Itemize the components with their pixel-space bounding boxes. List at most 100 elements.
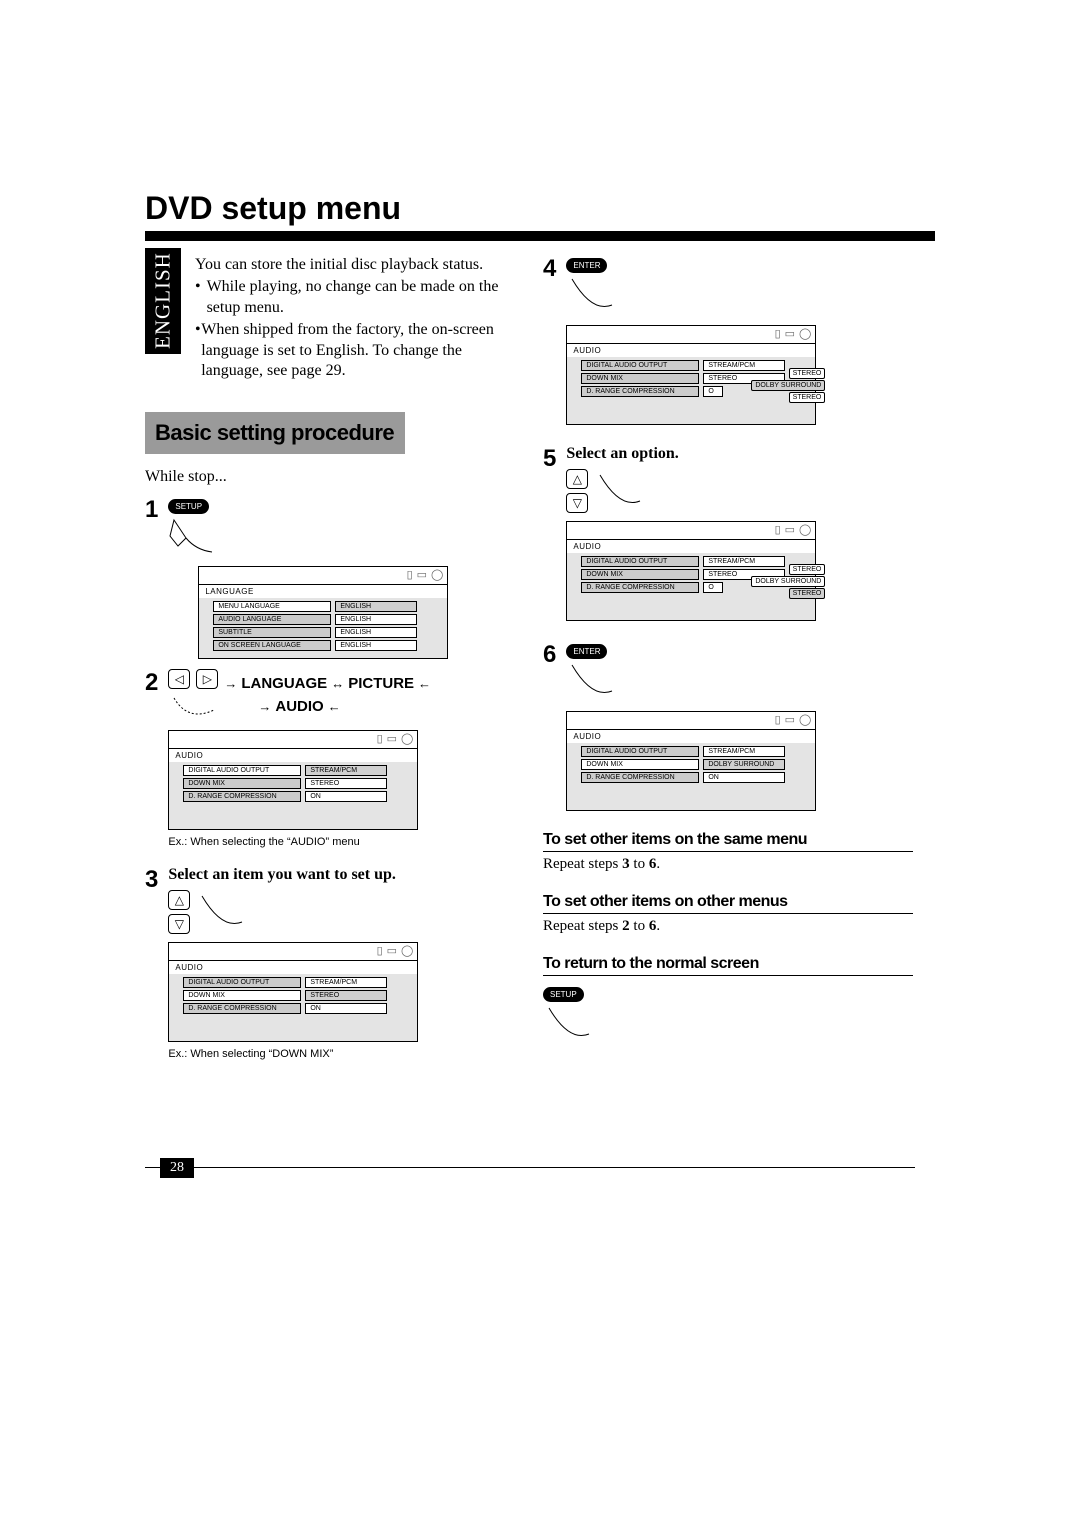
monitor-icon: ▭ [785,523,795,536]
osd-audio: ▯▭◯ AUDIO DIGITAL AUDIO OUTPUTSTREAM/PCM… [566,711,816,811]
popup-option: STEREO [789,588,826,599]
osd-label: D. RANGE COMPRESSION [581,772,699,783]
speaker-icon: ▯ [377,944,383,957]
osd-topbar: ▯▭◯ [169,731,417,749]
step-number: 1 [145,496,158,659]
osd-row: DOWN MIXDOLBY SURROUND [581,759,810,770]
setup-button[interactable]: SETUP [543,987,584,1002]
while-stop: While stop... [145,468,515,486]
osd-row: D. RANGE COMPRESSIONON [183,791,412,802]
hand-icon [566,275,913,319]
osd-row: DIGITAL AUDIO OUTPUTSTREAM/PCM [581,556,810,567]
step3-caption: Ex.: When selecting “DOWN MIX” [168,1048,515,1060]
osd-label: MENU LANGUAGE [213,601,331,612]
updown-keys: △ ▽ [566,469,588,515]
osd-value: STREAM/PCM [305,765,387,776]
osd-title: AUDIO [169,961,417,974]
osd-value: ON [305,791,387,802]
osd-audio: ▯▭◯ AUDIO DIGITAL AUDIO OUTPUTSTREAM/PCM… [566,521,816,621]
page-title: DVD setup menu [145,190,935,227]
up-key[interactable]: △ [566,469,588,489]
osd-audio: ▯▭◯ AUDIO DIGITAL AUDIO OUTPUTSTREAM/PCM… [566,325,816,425]
osd-row: DIGITAL AUDIO OUTPUTSTREAM/PCM [581,746,810,757]
disc-icon: ◯ [401,732,413,745]
step-2: 2 ◁ ▷ → LANGUAGE ↔ PICTURE ← → [145,669,515,848]
intro-bullet: • While playing, no change can be made o… [195,277,515,318]
hand-icon [543,1004,913,1048]
osd-label: DOWN MIX [581,569,699,580]
enter-button[interactable]: ENTER [566,644,607,659]
intro-block: You can store the initial disc playback … [195,255,515,382]
osd-value: STREAM/PCM [703,556,785,567]
step-1: 1 SETUP ▯▭◯ LANGUAGE MENU LANGUAGEENGLIS… [145,496,515,659]
osd-value: STEREO [305,778,387,789]
down-key[interactable]: ▽ [566,493,588,513]
speaker-icon: ▯ [407,568,413,581]
txt: . [656,856,660,872]
osd-label: D. RANGE COMPRESSION [183,1003,301,1014]
subhead-same-menu: To set other items on the same menu [543,831,913,852]
osd-label: DIGITAL AUDIO OUTPUT [581,746,699,757]
osd-row: DOWN MIXSTEREO [183,990,412,1001]
monitor-icon: ▭ [387,732,397,745]
enter-button[interactable]: ENTER [566,258,607,273]
osd-row: DIGITAL AUDIO OUTPUTSTREAM/PCM [581,360,810,371]
osd-rows: DIGITAL AUDIO OUTPUTSTREAM/PCM DOWN MIXS… [169,762,417,809]
left-key[interactable]: ◁ [168,669,190,689]
up-key[interactable]: △ [168,890,190,910]
disc-icon: ◯ [799,713,811,726]
right-key[interactable]: ▷ [196,669,218,689]
osd-title: AUDIO [169,749,417,762]
left-column: You can store the initial disc playback … [145,255,515,1060]
osd-row: DIGITAL AUDIO OUTPUTSTREAM/PCM [183,977,412,988]
osd-label: DIGITAL AUDIO OUTPUT [183,977,301,988]
nav-picture: PICTURE [348,675,414,692]
osd-pad [169,809,417,829]
osd-label: DIGITAL AUDIO OUTPUT [183,765,301,776]
osd-title: AUDIO [567,540,815,553]
osd-topbar: ▯▭◯ [169,943,417,961]
osd-pad [567,600,815,620]
osd-topbar: ▯▭◯ [567,522,815,540]
osd-label: SUBTITLE [213,627,331,638]
body-same-menu: Repeat steps 3 to 6. [543,856,913,873]
section-heading: Basic setting procedure [145,412,405,454]
step-number: 6 [543,641,556,811]
txt: to [630,918,649,934]
osd-pad [567,790,815,810]
step3-title: Select an item you want to set up. [168,866,515,884]
disc-icon: ◯ [799,523,811,536]
page-number: 28 [160,1158,194,1178]
speaker-icon: ▯ [775,327,781,340]
popup-option: STEREO [789,368,826,379]
step-5: 5 Select an option. △ ▽ ▯▭◯ AUDIO [543,445,913,621]
step-number: 3 [145,866,158,1060]
disc-icon: ◯ [401,944,413,957]
osd-topbar: ▯▭◯ [567,326,815,344]
step2-caption: Ex.: When selecting the “AUDIO” menu [168,836,515,848]
nav-language: LANGUAGE [241,675,327,692]
osd-rows: DIGITAL AUDIO OUTPUTSTREAM/PCM DOWN MIXD… [567,743,815,790]
down-key[interactable]: ▽ [168,914,190,934]
osd-value: ENGLISH [335,614,417,625]
arrow-icon: ← [418,676,431,691]
step-number: 2 [145,669,158,848]
setup-button[interactable]: SETUP [168,499,209,514]
txt: to [630,856,649,872]
step-3: 3 Select an item you want to set up. △ ▽… [145,866,515,1060]
bold: 3 [622,856,630,872]
hand-icon: → AUDIO ← [168,694,515,724]
osd-value: DOLBY SURROUND [703,759,785,770]
osd-label: AUDIO LANGUAGE [213,614,331,625]
monitor-icon: ▭ [417,568,427,581]
updown-keys: △ ▽ [168,890,190,936]
content-columns: You can store the initial disc playback … [145,255,935,1060]
osd-topbar: ▯▭◯ [567,712,815,730]
popup-option: DOLBY SURROUND [751,576,825,587]
bullet-text: While playing, no change can be made on … [207,277,515,318]
subhead-return: To return to the normal screen [543,955,913,976]
disc-icon: ◯ [431,568,443,581]
osd-label: D. RANGE COMPRESSION [581,386,699,397]
hand-icon [566,661,913,705]
subhead-other-menus: To set other items on other menus [543,893,913,914]
